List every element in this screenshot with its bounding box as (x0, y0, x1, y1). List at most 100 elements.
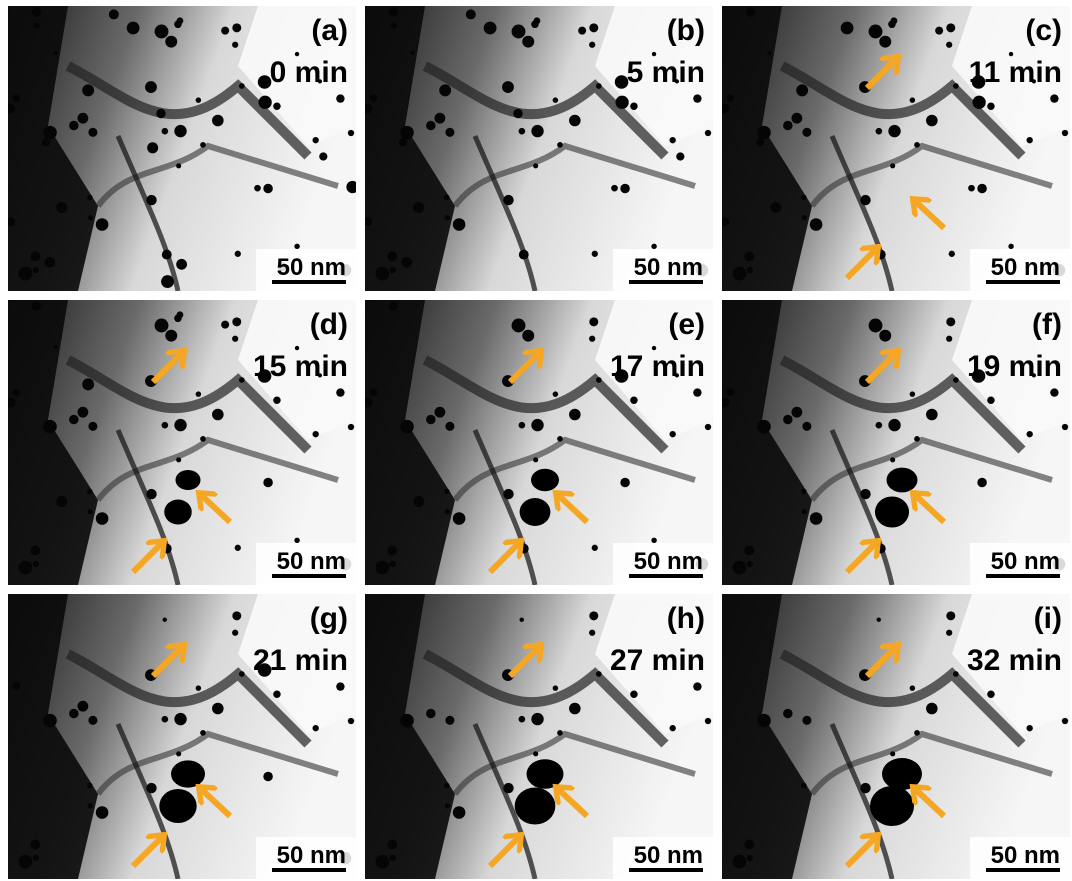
particle (651, 244, 656, 249)
particle (727, 94, 735, 102)
particle (155, 25, 169, 39)
scale-bar-label: 50 nm (991, 254, 1060, 281)
particle (533, 163, 538, 168)
particle (747, 267, 753, 273)
particle (88, 509, 93, 514)
particle (88, 128, 97, 137)
panel: (a)0 min50 nm (6, 6, 359, 291)
particle (32, 7, 41, 16)
micrograph (8, 594, 356, 879)
particle (19, 561, 33, 575)
particle (364, 217, 373, 226)
particle (96, 806, 109, 819)
particle (453, 512, 466, 525)
particle (376, 267, 390, 281)
particle (531, 419, 543, 431)
micrograph (365, 594, 713, 879)
particle (926, 703, 938, 715)
particle (96, 218, 109, 231)
particle (589, 336, 595, 342)
particle (6, 104, 16, 114)
particle (802, 422, 811, 431)
particle (578, 27, 586, 35)
particle (747, 561, 753, 567)
particle (444, 489, 450, 495)
particle (6, 398, 16, 408)
scale-bar-label: 50 nm (991, 548, 1060, 575)
particle (727, 388, 735, 396)
particle (935, 27, 943, 35)
particle (810, 218, 823, 231)
particle (33, 855, 39, 861)
particle (453, 218, 466, 231)
particle (164, 500, 192, 525)
particle (336, 388, 344, 396)
particle (445, 509, 450, 514)
particle (56, 496, 67, 507)
particle (196, 685, 202, 691)
particle (174, 125, 186, 137)
particle (802, 215, 807, 220)
particle (13, 94, 21, 102)
particle (791, 113, 802, 124)
particle (232, 23, 241, 32)
particle (196, 97, 202, 103)
particle (914, 436, 920, 442)
particle (7, 217, 16, 226)
particle (33, 561, 39, 567)
micrograph (6, 300, 356, 585)
particle (370, 94, 378, 102)
particle (757, 714, 771, 728)
particle (162, 716, 169, 723)
particle (400, 714, 414, 728)
micrograph (6, 6, 359, 291)
particle (13, 388, 21, 396)
particle (926, 409, 938, 421)
particle (376, 855, 390, 869)
particle (914, 730, 920, 736)
particle (531, 469, 559, 491)
particle (200, 730, 206, 736)
particle (596, 83, 602, 89)
particle (363, 398, 373, 408)
particle (411, 51, 415, 55)
particle (54, 51, 58, 55)
particle (747, 855, 753, 861)
particle (531, 125, 543, 137)
particle (744, 252, 754, 262)
particle (801, 783, 807, 789)
particle (733, 855, 747, 869)
particle (69, 121, 79, 131)
particle (88, 716, 97, 725)
particle (146, 783, 156, 793)
particle (987, 690, 995, 698)
particle (953, 671, 959, 677)
particle (977, 184, 987, 194)
particle (171, 760, 205, 787)
particle (146, 195, 156, 205)
particle (669, 137, 675, 143)
particle (161, 275, 174, 288)
particle (399, 138, 407, 146)
time-label: 15 min (253, 350, 348, 383)
time-label: 17 min (610, 350, 705, 383)
particle (592, 251, 598, 257)
particle (705, 130, 711, 136)
particle (1050, 388, 1058, 396)
particle (162, 128, 169, 135)
particle (348, 130, 354, 136)
particle (176, 457, 181, 462)
particle (434, 407, 445, 418)
particle (13, 682, 21, 690)
particle (520, 498, 551, 526)
particle (273, 690, 281, 698)
particle (512, 319, 526, 333)
particle (879, 330, 891, 342)
particle (159, 789, 196, 823)
particle (1008, 244, 1013, 249)
particle (592, 545, 598, 551)
panel-label: (h) (667, 602, 705, 635)
particle (569, 703, 581, 715)
